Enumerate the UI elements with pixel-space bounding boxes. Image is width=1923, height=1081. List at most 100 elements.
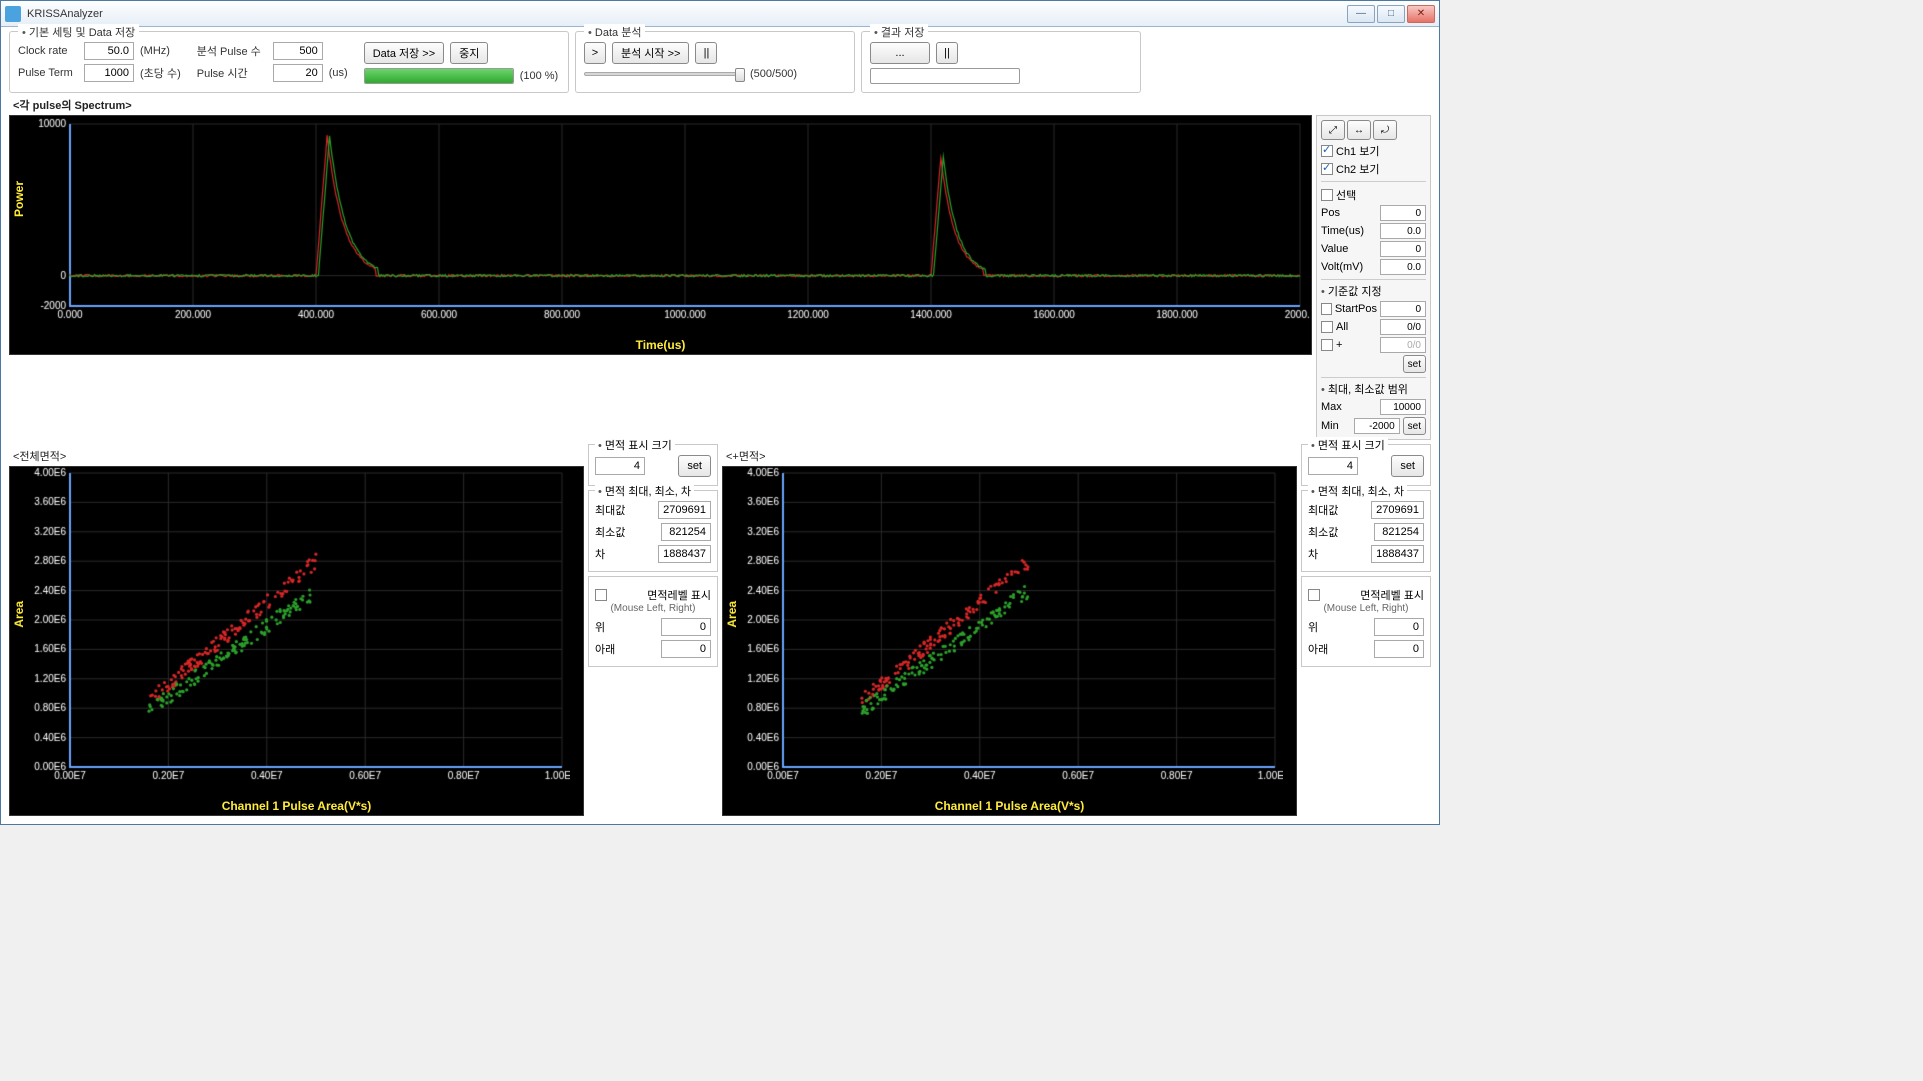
group-basic-title: 기본 세팅 및 Data 저장: [18, 24, 139, 40]
spectrum-ylabel: Power: [12, 181, 26, 217]
clock-rate-unit: (MHz): [140, 45, 170, 57]
clock-rate-value[interactable]: 50.0: [84, 42, 134, 60]
readout-diff: 1888437: [658, 545, 711, 563]
maximize-button[interactable]: □: [1377, 5, 1405, 23]
close-button[interactable]: ✕: [1407, 5, 1435, 23]
select-title: 선택: [1336, 187, 1356, 203]
value-label: Value: [1321, 243, 1377, 255]
pulse-count-value[interactable]: 500: [273, 42, 323, 60]
volt-label: Volt(mV): [1321, 261, 1377, 273]
pulse-term-label: Pulse Term: [18, 67, 78, 79]
readout-size-set-button[interactable]: set: [1391, 455, 1424, 477]
ch2-checkbox[interactable]: [1321, 163, 1333, 175]
ch1-label: Ch1 보기: [1336, 143, 1379, 159]
spectrum-chart[interactable]: Power Time(us): [9, 115, 1312, 355]
titlebar[interactable]: KRISSAnalyzer — □ ✕: [1, 1, 1439, 27]
main-window: KRISSAnalyzer — □ ✕ 기본 세팅 및 Data 저장 Cloc…: [0, 0, 1440, 825]
content: 기본 세팅 및 Data 저장 Clock rate 50.0 (MHz) Pu…: [1, 27, 1439, 824]
max-value[interactable]: 10000: [1380, 399, 1426, 415]
group-basic: 기본 세팅 및 Data 저장 Clock rate 50.0 (MHz) Pu…: [9, 31, 569, 93]
top-groups: 기본 세팅 및 Data 저장 Clock rate 50.0 (MHz) Pu…: [9, 31, 1431, 93]
readout-size-value[interactable]: 4: [1308, 457, 1358, 475]
readout-min: 821254: [661, 523, 711, 541]
scatter-row: <전체면적> Area Channel 1 Pulse Area(V*s) 면적…: [9, 444, 1431, 816]
data-save-button[interactable]: Data 저장 >>: [364, 42, 444, 64]
clock-rate-label: Clock rate: [18, 45, 78, 57]
analyze-pause-button[interactable]: ||: [695, 42, 717, 64]
value-value[interactable]: 0: [1380, 241, 1426, 257]
zoom-reset-icon[interactable]: ⤾: [1373, 120, 1397, 140]
time-label: Time(us): [1321, 225, 1377, 237]
readout-size-value[interactable]: 4: [595, 457, 645, 475]
result-browse-button[interactable]: ...: [870, 42, 930, 64]
level-checkbox[interactable]: [1308, 589, 1320, 601]
readout-level: 면적레벨 표시 (Mouse Left, Right) 위0 아래0: [1301, 576, 1431, 667]
readout-size: 면적 표시 크기 4set: [588, 444, 718, 486]
ref-set-button[interactable]: set: [1403, 355, 1426, 373]
readout-diff: 1888437: [1371, 545, 1424, 563]
scatter-right-title: <+면적>: [726, 448, 1297, 464]
readout-min: 821254: [1374, 523, 1424, 541]
zoom-in-icon[interactable]: ⤢: [1321, 120, 1345, 140]
scatter-left-chart[interactable]: Area Channel 1 Pulse Area(V*s): [9, 466, 584, 816]
readout-down[interactable]: 0: [1374, 640, 1424, 658]
window-buttons: — □ ✕: [1347, 5, 1435, 23]
readout-max: 2709691: [658, 501, 711, 519]
plus-value: 0/0: [1380, 337, 1426, 353]
save-progress-bar: [365, 69, 513, 83]
pulse-time-value[interactable]: 20: [273, 64, 323, 82]
readout-size-set-button[interactable]: set: [678, 455, 711, 477]
readout-down[interactable]: 0: [661, 640, 711, 658]
time-value[interactable]: 0.0: [1380, 223, 1426, 239]
pos-value[interactable]: 0: [1380, 205, 1426, 221]
analyze-slider-thumb[interactable]: [735, 68, 745, 82]
analyze-start-button[interactable]: 분석 시작 >>: [612, 42, 689, 64]
readout-up[interactable]: 0: [1374, 618, 1424, 636]
pulse-time-unit: (us): [329, 67, 348, 79]
plus-checkbox[interactable]: [1321, 339, 1333, 351]
pulse-term-value[interactable]: 1000: [84, 64, 134, 82]
all-value[interactable]: 0/0: [1380, 319, 1426, 335]
range-title: 최대, 최소값 범위: [1321, 381, 1426, 397]
pos-label: Pos: [1321, 207, 1377, 219]
ch2-label: Ch2 보기: [1336, 161, 1379, 177]
window-title: KRISSAnalyzer: [27, 8, 1347, 20]
save-progress: [364, 68, 514, 84]
scatter-right-chart[interactable]: Area Channel 1 Pulse Area(V*s): [722, 466, 1297, 816]
startpos-checkbox[interactable]: [1321, 303, 1332, 315]
spectrum-xlabel: Time(us): [10, 336, 1311, 354]
group-analyze: Data 분석 > 분석 시작 >> || (500/500): [575, 31, 855, 93]
ch1-checkbox[interactable]: [1321, 145, 1333, 157]
app-icon: [5, 6, 21, 22]
level-checkbox[interactable]: [595, 589, 607, 601]
ref-title: 기준값 지정: [1321, 283, 1426, 299]
group-result-title: 결과 저장: [870, 24, 928, 40]
save-progress-text: (100 %): [520, 70, 559, 82]
minimize-button[interactable]: —: [1347, 5, 1375, 23]
range-set-button[interactable]: set: [1403, 417, 1426, 435]
scatter-right-xlabel: Channel 1 Pulse Area(V*s): [723, 797, 1296, 815]
min-value[interactable]: -2000: [1354, 418, 1400, 434]
scatter-right-ylabel: Area: [725, 601, 739, 628]
analyze-counter: (500/500): [750, 68, 797, 80]
scatter-right-canvas: [723, 467, 1283, 797]
max-label: Max: [1321, 401, 1377, 413]
readout-stats: 면적 최대, 최소, 차 최대값2709691 최소값821254 차18884…: [1301, 490, 1431, 572]
select-checkbox[interactable]: [1321, 189, 1333, 201]
scatter-left-xlabel: Channel 1 Pulse Area(V*s): [10, 797, 583, 815]
all-checkbox[interactable]: [1321, 321, 1333, 333]
analyze-play-button[interactable]: >: [584, 42, 606, 64]
volt-value[interactable]: 0.0: [1380, 259, 1426, 275]
data-stop-button[interactable]: 중지: [450, 42, 488, 64]
readout-left-panel: 면적 표시 크기 4set 면적 최대, 최소, 차 최대값2709691 최소…: [588, 444, 718, 816]
readout-max: 2709691: [1371, 501, 1424, 519]
readout-up[interactable]: 0: [661, 618, 711, 636]
min-label: Min: [1321, 420, 1351, 432]
scatter-left-canvas: [10, 467, 570, 797]
pulse-term-unit: (초당 수): [140, 65, 181, 81]
result-pause-button[interactable]: ||: [936, 42, 958, 64]
analyze-slider[interactable]: [584, 72, 744, 76]
zoom-h-icon[interactable]: ↔: [1347, 120, 1371, 140]
startpos-value[interactable]: 0: [1380, 301, 1426, 317]
group-result: 결과 저장 ... ||: [861, 31, 1141, 93]
